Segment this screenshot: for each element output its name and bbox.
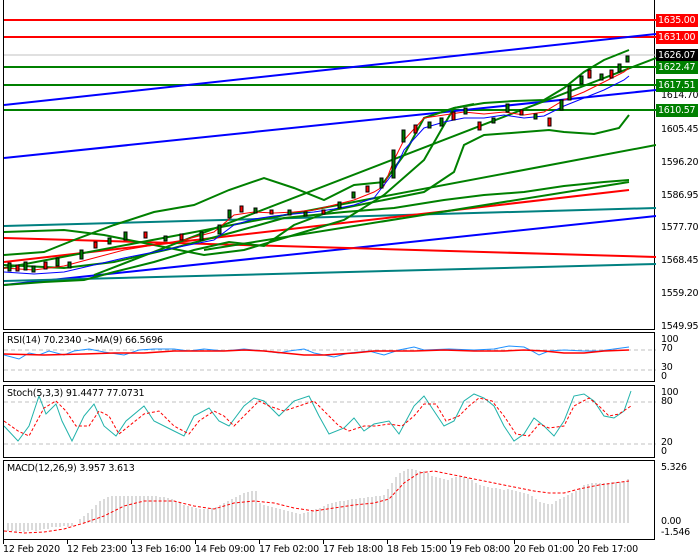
rsi-title: RSI(14) 70.2340 ->MA(9) 66.5696 bbox=[7, 335, 163, 346]
time-label: 12 Feb 23:00 bbox=[67, 544, 127, 555]
price-tick: 1568.45 bbox=[661, 255, 699, 266]
time-label: 12 Feb 2020 bbox=[3, 544, 60, 555]
macd-title: MACD(12,26,9) 3.957 3.613 bbox=[7, 463, 135, 474]
time-label: 20 Feb 01:00 bbox=[514, 544, 574, 555]
time-label: 20 Feb 17:00 bbox=[578, 544, 638, 555]
support-badge: 1617.51 bbox=[656, 79, 698, 92]
time-label: 19 Feb 08:00 bbox=[450, 544, 510, 555]
macd-pane[interactable]: MACD(12,26,9) 3.957 3.613 bbox=[3, 460, 655, 540]
price-tick: 1596.20 bbox=[661, 157, 699, 168]
price-tick: 1559.20 bbox=[661, 288, 699, 299]
resistance-badge: 1635.00 bbox=[656, 14, 698, 27]
time-label: 17 Feb 18:00 bbox=[323, 544, 383, 555]
stoch-title: Stoch(5,3,3) 91.4477 77.0731 bbox=[7, 388, 145, 399]
support-badge: 1610.57 bbox=[656, 104, 698, 117]
price-chart-svg bbox=[4, 19, 656, 286]
candlesticks bbox=[7, 55, 630, 273]
current-price-badge: 1626.07 bbox=[656, 49, 698, 62]
price-tick: 1605.45 bbox=[661, 124, 699, 135]
rsi-pane[interactable]: RSI(14) 70.2340 ->MA(9) 66.5696 bbox=[3, 332, 656, 382]
support-badge: 1622.47 bbox=[656, 61, 698, 74]
stochastic-pane[interactable]: Stoch(5,3,3) 91.4477 77.0731 bbox=[3, 385, 656, 458]
price-tick: 1549.95 bbox=[661, 321, 699, 332]
price-tick: 1586.95 bbox=[661, 190, 699, 201]
price-tick: 1614.70 bbox=[661, 90, 699, 101]
time-label: 14 Feb 09:00 bbox=[195, 544, 255, 555]
price-tick: 1577.70 bbox=[661, 222, 699, 233]
resistance-badge: 1631.00 bbox=[656, 31, 698, 44]
time-label: 18 Feb 15:00 bbox=[387, 544, 447, 555]
price-chart-pane[interactable] bbox=[3, 0, 656, 330]
time-label: 13 Feb 16:00 bbox=[131, 544, 191, 555]
time-label: 17 Feb 02:00 bbox=[259, 544, 319, 555]
